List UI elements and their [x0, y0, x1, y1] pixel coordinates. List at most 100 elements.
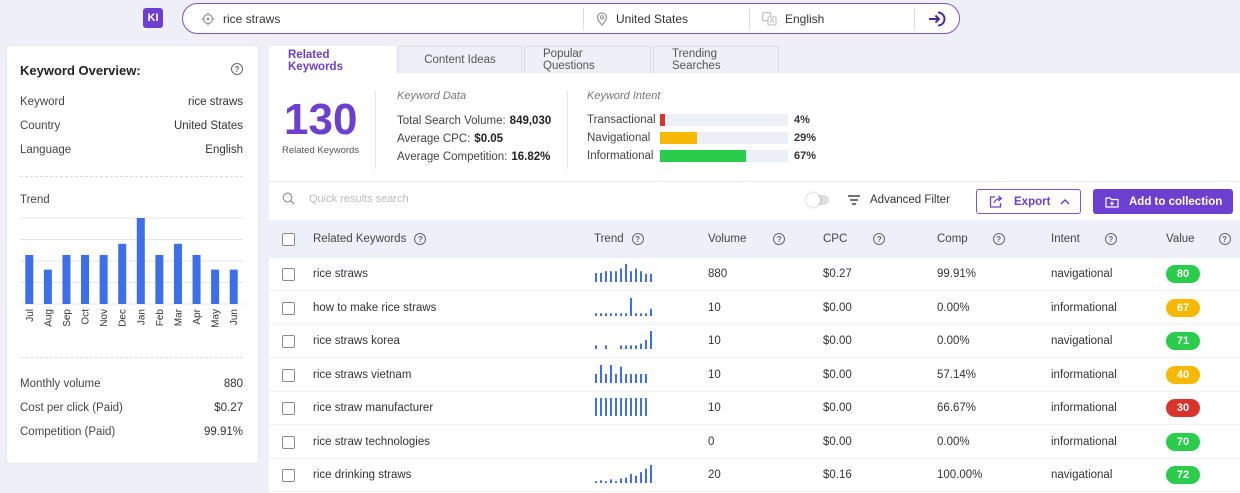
cpc-cell: $0.16 [823, 469, 852, 481]
value-badge: 67 [1166, 298, 1200, 317]
tab-popular-questions[interactable]: Popular Questions [524, 46, 651, 73]
quick-search-placeholder: Quick results search [309, 192, 409, 205]
total-volume-row: Total Search Volume: 849,030 [397, 115, 551, 127]
app-logo[interactable]: KI [143, 8, 163, 28]
search-submit-button[interactable] [914, 7, 958, 30]
sparkline-bar [635, 268, 637, 282]
intent-bar [660, 132, 788, 144]
table-row[interactable]: rice straw manufacturer 10 $0.00 66.67% info… [269, 392, 1240, 425]
trend-tick-label: Apr [192, 308, 203, 324]
column-header-comp[interactable]: Comp? [937, 233, 1005, 245]
volume-cell: 10 [708, 301, 721, 314]
language-select[interactable]: English [749, 7, 914, 30]
table-row[interactable]: rice drinking straws 20 $0.16 100.00% naviga… [269, 459, 1240, 492]
help-icon[interactable]: ? [414, 233, 427, 245]
keyword-cell[interactable]: rice straws korea [313, 335, 400, 347]
chevron-up-icon [1060, 198, 1070, 205]
row-checkbox[interactable] [282, 335, 295, 348]
sparkline-bar [595, 345, 597, 349]
stat-value: 99.91% [203, 426, 243, 438]
sparkline-bar [615, 312, 617, 316]
toggle-switch[interactable] [806, 193, 829, 207]
table-row[interactable]: rice straws vietnam 10 $0.00 57.14% informat… [269, 359, 1240, 392]
row-checkbox[interactable] [282, 268, 295, 281]
comp-cell: 0.00% [937, 335, 970, 347]
trend-sparkline [595, 297, 652, 316]
tab-content-ideas[interactable]: Content Ideas [398, 46, 522, 73]
intent-bar-fill [660, 114, 666, 126]
table-row[interactable]: rice straws korea 10 $0.00 0.00% navigationa… [269, 325, 1240, 358]
sparkline-bar [650, 331, 652, 349]
quick-search[interactable]: Quick results search [282, 192, 409, 205]
trend-sparkline [595, 331, 652, 349]
trend-tick-label: Mar [173, 308, 184, 326]
help-icon[interactable]: ? [1104, 233, 1117, 245]
help-icon[interactable]: ? [231, 63, 243, 75]
country-select[interactable]: United States [583, 7, 749, 30]
sparkline-bar [620, 478, 622, 483]
column-label: CPC [823, 233, 848, 245]
row-checkbox[interactable] [282, 368, 295, 382]
keyword-cell[interactable]: rice drinking straws [313, 469, 412, 481]
help-icon[interactable]: ? [631, 233, 644, 245]
select-all-checkbox[interactable] [282, 233, 295, 246]
row-checkbox[interactable] [282, 435, 295, 449]
help-icon[interactable]: ? [992, 233, 1005, 245]
tab-related-keywords[interactable]: Related Keywords [269, 46, 396, 74]
sparkline-bar [600, 312, 602, 316]
table-row[interactable]: rice straw technologies 0 $0.00 0.00% inform… [269, 426, 1240, 459]
row-checkbox[interactable] [282, 402, 295, 415]
trend-bar-chart: Jul Aug Sep Oct Nov Dec Jan Feb Mar Apr May Jun [20, 217, 243, 328]
comp-cell: 57.14% [937, 368, 977, 381]
row-checkbox[interactable] [282, 469, 295, 482]
sparkline-bar [620, 366, 622, 383]
main-panel: 130 Related Keywords Keyword Data Total … [269, 73, 1240, 493]
advanced-filter-button[interactable]: Advanced Filter [847, 194, 950, 206]
sparkline-bar [630, 297, 632, 316]
comp-cell: 0.00% [937, 435, 970, 448]
keyword-cell[interactable]: rice straws vietnam [313, 368, 412, 381]
keyword-cell[interactable]: rice straws [313, 268, 368, 280]
overview-row-language: Language English [20, 144, 243, 156]
keyword-intent-title: Keyword Intent [587, 90, 661, 102]
sparkline-bar [630, 398, 632, 416]
sparkline-bar [620, 312, 622, 316]
table-row[interactable]: rice straws 880 $0.27 99.91% navigational 80 [269, 258, 1240, 291]
trend-tick-label: Jul [25, 309, 36, 322]
add-to-collection-button[interactable]: Add to collection [1093, 189, 1233, 214]
sparkline-bar [645, 340, 647, 349]
help-icon[interactable]: ? [873, 233, 886, 245]
column-header-trend[interactable]: Trend? [594, 233, 644, 245]
stat-row-competition: Competition (Paid) 99.91% [20, 426, 243, 438]
column-header-volume[interactable]: Volume? [708, 233, 786, 245]
avg-comp-row: Average Competition: 16.82% [397, 151, 550, 163]
trend-bar [81, 254, 90, 304]
column-header-intent[interactable]: Intent? [1051, 233, 1117, 245]
sparkline-bar [625, 398, 627, 416]
sparkline-bar [595, 481, 597, 483]
keyword-cell[interactable]: how to make rice straws [313, 301, 437, 314]
intent-cell: informational [1051, 402, 1117, 414]
column-header-value[interactable]: Value? [1166, 233, 1231, 245]
help-icon[interactable]: ? [1218, 233, 1231, 245]
keyword-input[interactable]: rice straws [183, 4, 583, 33]
keyword-cell[interactable]: rice straw technologies [313, 435, 430, 448]
sparkline-bar [645, 373, 647, 383]
table-row[interactable]: how to make rice straws 10 $0.00 0.00% infor… [269, 292, 1240, 325]
keyword-cell[interactable]: rice straw manufacturer [313, 402, 434, 414]
table-header: Related Keywords? Trend? Volume? CPC? Co… [269, 220, 1240, 258]
trend-sparkline [595, 364, 647, 383]
intent-name: Informational [587, 150, 654, 162]
trend-tick-label: May [211, 309, 222, 328]
help-icon[interactable]: ? [773, 233, 786, 245]
row-checkbox[interactable] [282, 301, 295, 315]
sparkline-bar [610, 398, 612, 416]
tab-trending-searches[interactable]: Trending Searches [653, 46, 779, 73]
sparkline-bar [645, 312, 647, 316]
value-badge: 70 [1166, 432, 1200, 451]
column-header-keyword[interactable]: Related Keywords? [313, 233, 427, 245]
sparkline-bar [605, 398, 607, 416]
export-button[interactable]: Export [976, 189, 1081, 214]
column-header-cpc[interactable]: CPC? [823, 233, 886, 245]
comp-cell: 0.00% [937, 301, 970, 314]
